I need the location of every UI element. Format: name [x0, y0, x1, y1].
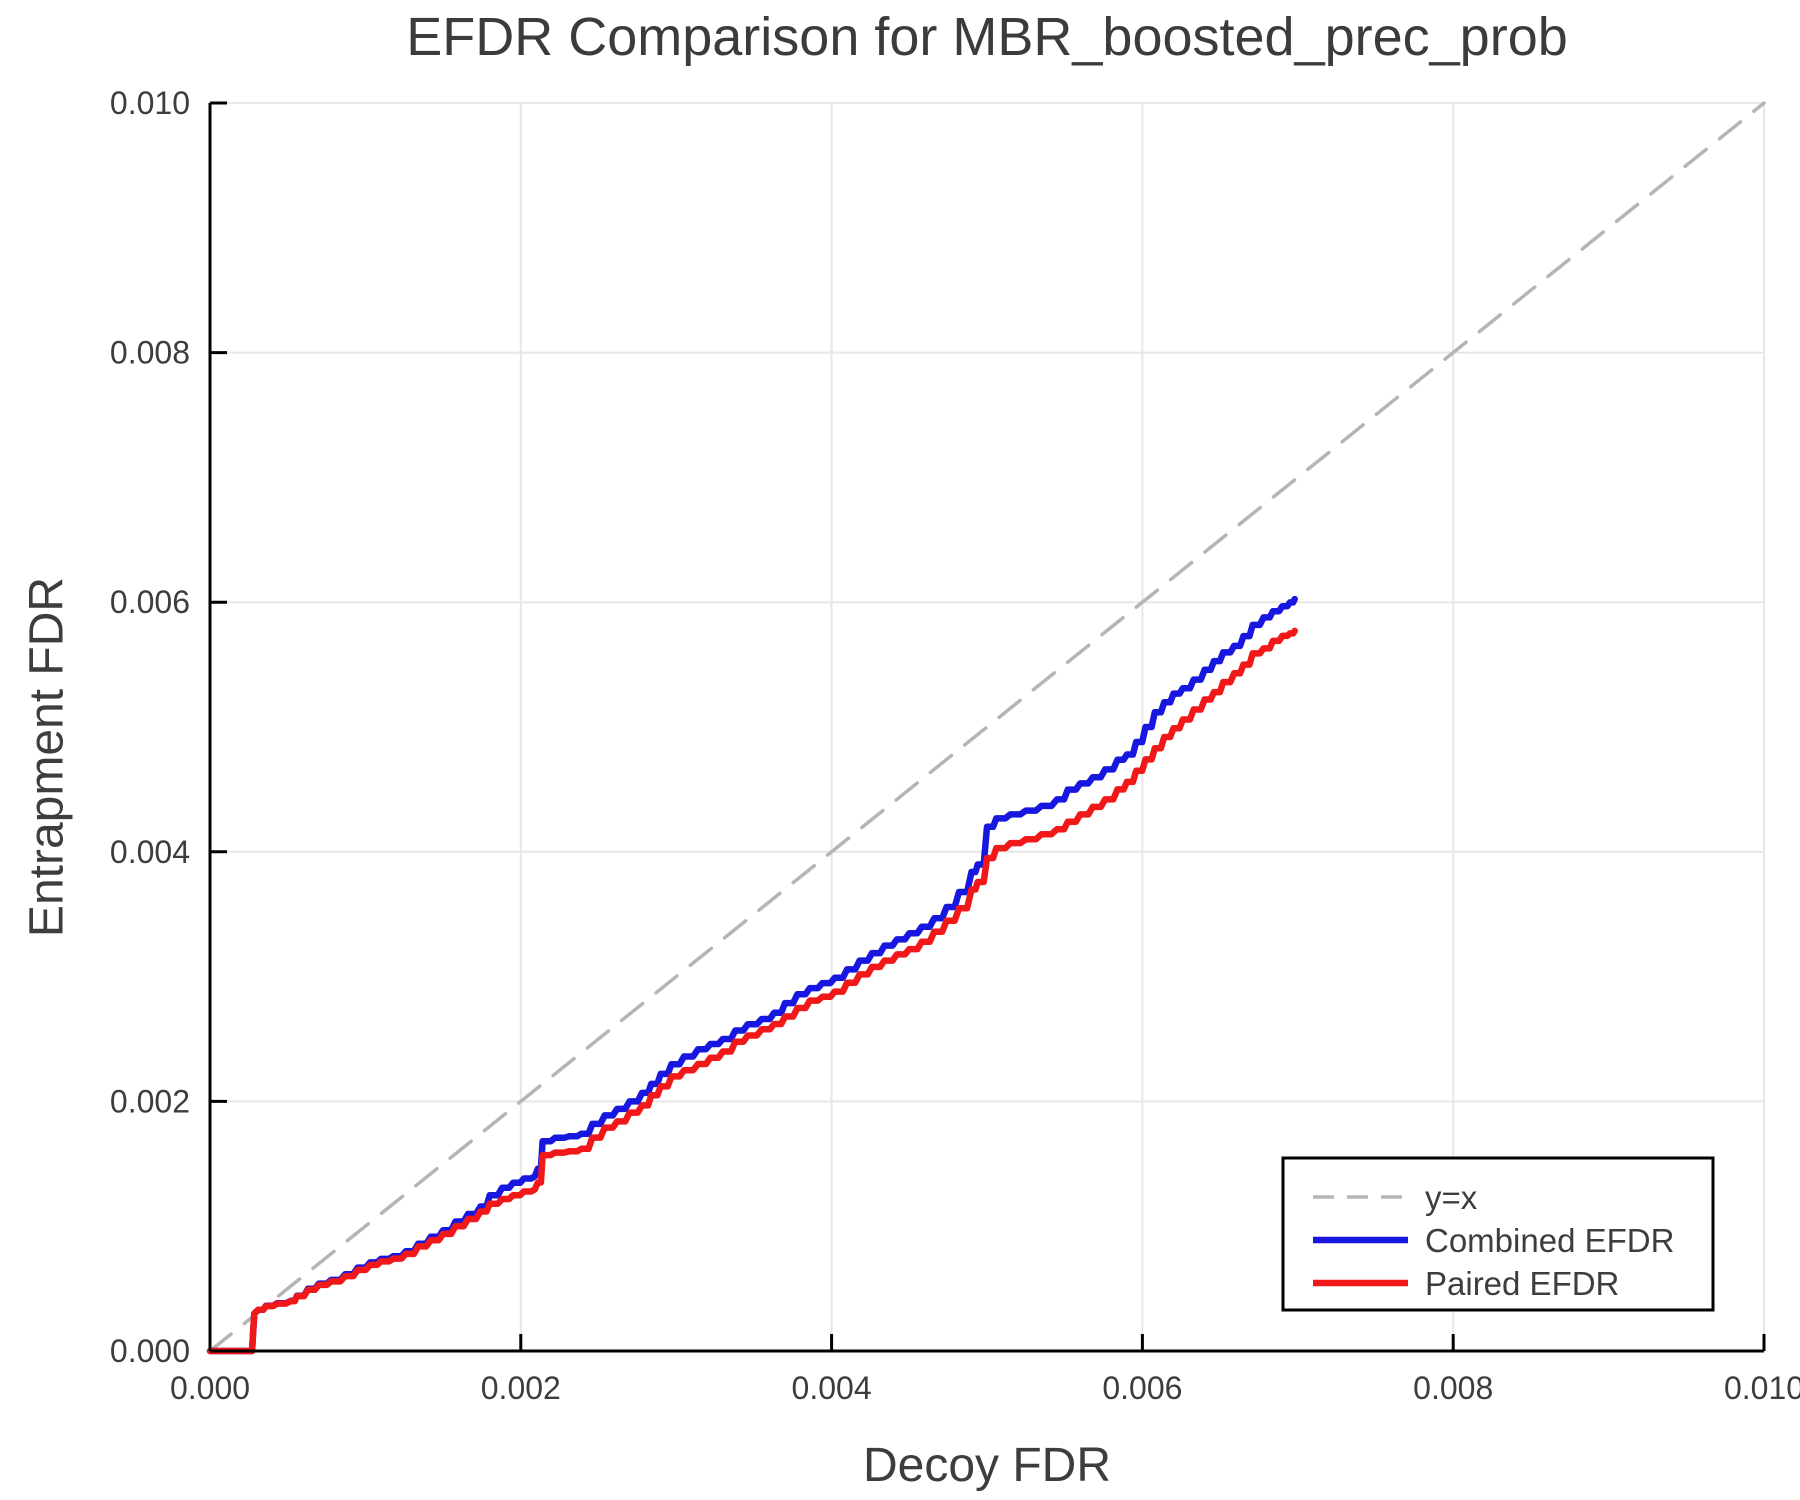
legend-label-combined: Combined EFDR — [1425, 1222, 1674, 1259]
x-axis-label: Decoy FDR — [862, 1439, 1112, 1492]
x-tick-label: 0.010 — [1724, 1370, 1800, 1406]
x-tick-label: 0.006 — [1102, 1370, 1182, 1406]
y-tick-label: 0.008 — [110, 335, 190, 371]
x-tick-label: 0.004 — [792, 1370, 872, 1406]
legend-label-paired: Paired EFDR — [1425, 1265, 1619, 1302]
y-tick-label: 0.004 — [110, 834, 190, 870]
x-tick-label: 0.000 — [170, 1370, 250, 1406]
y-tick-label: 0.006 — [110, 584, 190, 620]
x-tick-label: 0.008 — [1413, 1370, 1493, 1406]
series-identity — [208, 101, 1766, 1353]
legend-label-identity: y=x — [1425, 1179, 1478, 1216]
series-combined — [206, 595, 1298, 1355]
series-paired — [206, 627, 1298, 1355]
x-tick-label: 0.002 — [481, 1370, 561, 1406]
chart-title: EFDR Comparison for MBR_boosted_prec_pro… — [406, 7, 1568, 67]
y-tick-label: 0.000 — [110, 1333, 190, 1369]
y-tick-label: 0.010 — [110, 85, 190, 121]
y-tick-label: 0.002 — [110, 1083, 190, 1119]
y-axis-label: Entrapment FDR — [20, 576, 74, 938]
